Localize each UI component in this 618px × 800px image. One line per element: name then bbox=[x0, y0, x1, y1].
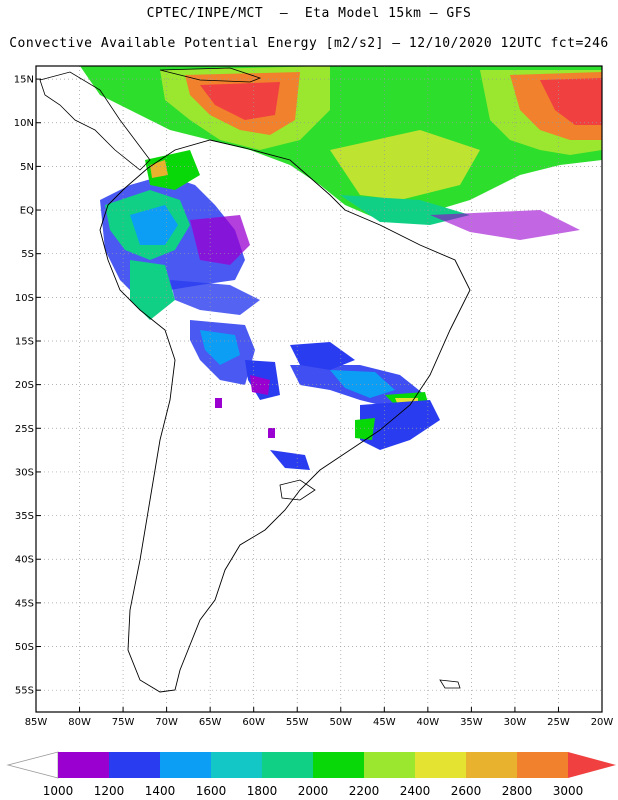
lat-tick-label: 15N bbox=[14, 75, 34, 86]
lon-tick-label: 70W bbox=[155, 717, 178, 728]
lat-tick-label: 50S bbox=[15, 642, 34, 653]
lat-tick-label: 45S bbox=[15, 598, 34, 609]
lon-tick-label: 85W bbox=[25, 717, 48, 728]
coastlines bbox=[39, 67, 471, 693]
lon-tick-label: 30W bbox=[504, 717, 527, 728]
colorbar-bin bbox=[109, 752, 160, 778]
colorbar-label: 2400 bbox=[400, 784, 431, 798]
lon-tick-label: 65W bbox=[199, 717, 222, 728]
lon-tick-label: 20W bbox=[591, 717, 614, 728]
colorbar-label: 2600 bbox=[451, 784, 482, 798]
colorbar-label: 1400 bbox=[145, 784, 176, 798]
lon-tick-label: 45W bbox=[373, 717, 396, 728]
lat-tick-label: 20S bbox=[15, 380, 34, 391]
colorbar-bin bbox=[517, 752, 568, 778]
plot-frame bbox=[35, 65, 603, 713]
colorbar-label: 1200 bbox=[94, 784, 125, 798]
colorbar-bin bbox=[58, 752, 109, 778]
lat-tick-label: 30S bbox=[15, 467, 34, 478]
longitude-axis: 85W 80W 75W 70W 65W 60W 55W 50W 45W 40W 35W 30W 25W 2… bbox=[25, 707, 614, 728]
lon-tick-label: 55W bbox=[286, 717, 309, 728]
lat-tick-label: 15S bbox=[15, 336, 34, 347]
colorbar-label: 1600 bbox=[196, 784, 227, 798]
latitude-axis: 15N 10N 5N EQ 5S 10S 15S 20S 25S 30S 35S 40S 45S 50S 5… bbox=[14, 75, 41, 697]
colorbar-under-arrow bbox=[6, 751, 59, 779]
colorbar-bin bbox=[262, 752, 313, 778]
lat-tick-label: 40S bbox=[15, 555, 34, 566]
colorbar-bin bbox=[160, 752, 211, 778]
lat-tick-label: EQ bbox=[20, 206, 34, 217]
lon-tick-label: 60W bbox=[242, 717, 265, 728]
colorbar-over-arrow bbox=[568, 752, 616, 778]
colorbar-label: 2000 bbox=[298, 784, 329, 798]
colorbar-label: 1800 bbox=[247, 784, 278, 798]
lat-tick-label: 10N bbox=[14, 118, 34, 129]
lat-tick-label: 25S bbox=[15, 424, 34, 435]
lat-tick-label: 10S bbox=[15, 293, 34, 304]
lon-tick-label: 80W bbox=[68, 717, 91, 728]
colorbar-bin bbox=[211, 752, 262, 778]
lon-tick-label: 40W bbox=[417, 717, 440, 728]
lon-tick-label: 75W bbox=[112, 717, 135, 728]
colorbar-label: 3000 bbox=[553, 784, 584, 798]
colorbar: 1000 1200 1400 1600 1800 2000 2200 2400 2600 2800… bbox=[6, 751, 616, 798]
title-line-2: Convective Available Potential Energy [m… bbox=[9, 36, 609, 51]
colorbar-bin bbox=[364, 752, 415, 778]
lat-tick-label: 5N bbox=[20, 162, 34, 173]
colorbar-label: 1000 bbox=[43, 784, 74, 798]
colorbar-bin bbox=[313, 752, 364, 778]
colorbar-bin bbox=[415, 752, 466, 778]
colorbar-bin bbox=[466, 752, 517, 778]
lon-tick-label: 35W bbox=[460, 717, 483, 728]
lon-tick-label: 25W bbox=[547, 717, 570, 728]
colorbar-label: 2800 bbox=[502, 784, 533, 798]
lat-tick-label: 5S bbox=[21, 249, 34, 260]
lat-tick-label: 35S bbox=[15, 511, 34, 522]
colorbar-label: 2200 bbox=[349, 784, 380, 798]
lon-tick-label: 50W bbox=[329, 717, 352, 728]
lat-tick-label: 55S bbox=[15, 686, 34, 697]
title-line-1: CPTEC/INPE/MCT – Eta Model 15km – GFS bbox=[146, 6, 472, 21]
